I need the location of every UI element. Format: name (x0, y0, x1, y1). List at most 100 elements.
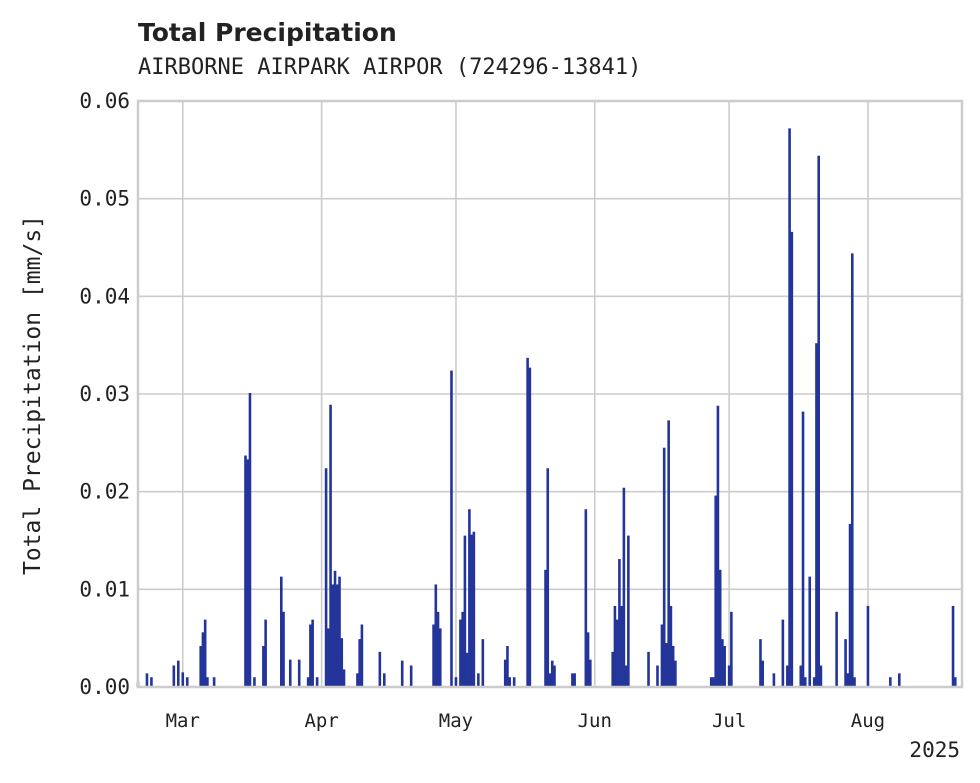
precip-bar (853, 677, 856, 687)
precip-bar (548, 673, 552, 687)
precip-bar (662, 447, 666, 687)
precip-bar (150, 677, 153, 687)
precip-bar (327, 628, 330, 687)
precip-bar (465, 652, 469, 687)
precip-bar (759, 639, 762, 687)
precip-bar (528, 367, 532, 687)
precip-bar (808, 576, 812, 687)
x-tick-label: May (439, 710, 473, 732)
precip-bar (459, 619, 462, 687)
precip-bar (342, 669, 346, 687)
precip-bar (212, 677, 216, 687)
precip-bar (712, 677, 715, 687)
precip-bar (674, 660, 677, 687)
bar-series (136, 128, 957, 688)
precip-bar (624, 665, 628, 687)
precip-bar (512, 677, 516, 687)
precip-bar (615, 619, 619, 687)
precip-bar (781, 619, 785, 687)
precip-bar (262, 645, 265, 687)
precip-bar (714, 495, 717, 687)
precip-bar (481, 639, 485, 687)
precip-bar (951, 605, 955, 687)
precip-bar (835, 611, 838, 687)
precip-bar (432, 624, 435, 687)
precip-bar (461, 611, 464, 687)
precip-bar (333, 570, 337, 687)
y-axis-label: Total Precipitation [mm/s] (20, 215, 46, 575)
precip-bar (246, 459, 250, 687)
precip-bar (622, 487, 626, 687)
precip-bar (848, 523, 852, 687)
precip-bar (264, 619, 267, 687)
precip-bar (671, 645, 675, 687)
y-tick-label: 0.05 (79, 187, 130, 211)
precip-bar (889, 677, 892, 687)
precip-bar (817, 155, 820, 687)
precip-bar (727, 665, 731, 687)
precip-bar (185, 677, 189, 687)
precip-bar (297, 659, 301, 687)
precip-bar (656, 665, 659, 687)
precip-bar (360, 624, 364, 687)
precip-bar (253, 677, 256, 687)
precip-bar (338, 576, 341, 687)
precip-bar (508, 677, 511, 687)
precip-bar (503, 659, 507, 687)
precip-bar (730, 611, 733, 687)
precip-bar (378, 651, 382, 687)
precip-bar (586, 632, 590, 687)
precip-bar (620, 605, 623, 687)
precip-bar (812, 677, 816, 687)
precip-bar (898, 673, 901, 687)
precip-bar (470, 534, 473, 687)
precip-bar (550, 660, 554, 687)
precip-bar (718, 569, 722, 687)
precip-bar (721, 639, 724, 687)
precip-bar (709, 677, 713, 687)
x-tick-label: Apr (304, 710, 338, 732)
precip-bar (786, 665, 789, 687)
precip-bar (288, 659, 292, 687)
precip-bar (665, 643, 668, 687)
precip-bar (340, 638, 344, 687)
precip-bar (206, 677, 209, 687)
precip-bar (953, 677, 957, 687)
precip-bar (244, 455, 247, 687)
chart-title: Total Precipitation (138, 18, 397, 47)
precip-bar (329, 404, 332, 687)
y-axis-ticks: 0.00 0.01 0.02 0.03 0.04 0.05 0.06 (79, 89, 130, 699)
precip-bar (309, 624, 312, 687)
x-axis-year-label: 2025 (909, 738, 960, 762)
precip-bar (844, 639, 847, 687)
precip-bar (280, 576, 283, 687)
x-tick-label: Jul (712, 710, 746, 732)
precip-bar (660, 624, 664, 687)
precip-bar (434, 584, 438, 687)
plot-area-frame (136, 99, 964, 689)
precip-bar (788, 128, 791, 688)
precip-bar (618, 559, 621, 687)
precip-bar (803, 677, 807, 687)
precip-bar (669, 605, 673, 687)
precip-bar (400, 660, 404, 687)
precip-bar (468, 509, 471, 687)
precip-bar (311, 619, 314, 687)
precip-bar (436, 611, 440, 687)
y-tick-label: 0.04 (79, 284, 130, 308)
precip-bar (358, 639, 361, 687)
x-tick-label: Aug (851, 710, 885, 732)
precip-bar (772, 673, 776, 687)
precip-bar (145, 673, 149, 687)
chart-subtitle: AIRBORNE AIRPARK AIRPOR (724296-13841) (138, 55, 641, 80)
precip-bar (463, 535, 467, 687)
precip-bar (335, 584, 339, 687)
precip-bar (544, 569, 547, 687)
precip-bar (315, 677, 319, 687)
precip-bar (667, 420, 670, 687)
y-tick-label: 0.06 (79, 89, 130, 113)
precip-bar (589, 659, 592, 687)
precip-bar (611, 651, 614, 687)
precip-bar (553, 665, 556, 687)
